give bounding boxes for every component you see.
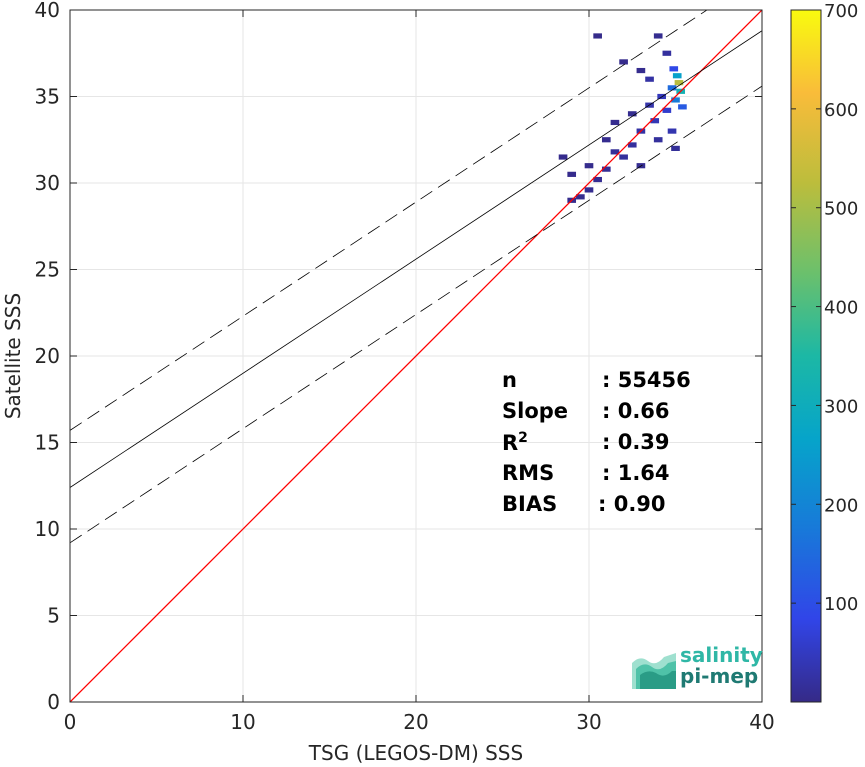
stat-value: : 0.66 (602, 399, 670, 423)
density-cell (653, 137, 663, 143)
y-tick-label: 25 (35, 258, 60, 282)
density-cell (619, 59, 628, 65)
density-cell (593, 176, 602, 183)
density-cell (662, 50, 672, 56)
y-tick-label: 0 (47, 690, 60, 714)
x-tick-label: 30 (576, 710, 601, 734)
stat-key-superscript: 2 (518, 430, 528, 446)
density-cell (619, 154, 628, 160)
y-axis-label: Satellite SSS (1, 293, 25, 419)
density-cell (671, 97, 680, 103)
density-cell (650, 118, 660, 124)
density-cell (657, 93, 666, 100)
colorbar-tick-label: 100 (824, 594, 858, 615)
density-cell (627, 142, 637, 148)
density-cell (672, 73, 682, 79)
density-cell (669, 66, 679, 72)
colorbar-tick-label: 600 (824, 100, 858, 121)
x-tick-label: 40 (749, 710, 774, 734)
y-tick-label: 30 (35, 171, 60, 195)
stat-key-base: R (502, 431, 519, 455)
axis-ticks: 0 10 20 30 40 0 5 10 15 20 25 30 35 40 (35, 0, 775, 734)
colorbar-tick-label: 300 (824, 396, 858, 417)
density-cell (610, 119, 620, 126)
salinity-pimep-logo: salinity pi-mep (630, 645, 763, 693)
colorbar-tick-label: 200 (824, 495, 858, 516)
stat-key: n (502, 368, 517, 392)
colorbar (790, 9, 822, 703)
stat-key: RMS (502, 461, 555, 485)
logo-waves-icon (632, 653, 676, 689)
logo-line-2: pi-mep (680, 664, 759, 688)
stat-value: : 0.90 (598, 492, 666, 516)
stat-value: : 0.39 (602, 430, 670, 454)
density-cell (662, 107, 672, 113)
stat-key: Slope (502, 399, 569, 423)
density-cell (674, 80, 684, 86)
logo-line-1: salinity (680, 643, 763, 667)
density-cell (567, 171, 577, 177)
density-cell (627, 111, 637, 117)
logo-text: salinity pi-mep (680, 645, 763, 687)
density-cell (558, 154, 568, 160)
regression-upper-line (70, 10, 708, 431)
stat-key: R2 (502, 430, 528, 455)
colorbar-tick-label: 400 (824, 298, 858, 319)
y-tick-label: 35 (35, 85, 60, 109)
density-cell (601, 137, 611, 143)
density-cell (593, 33, 602, 39)
colorbar-tick-label: 700 (824, 1, 858, 22)
density-cell (584, 163, 594, 169)
density-cell (667, 128, 677, 134)
density-cell (601, 166, 611, 172)
y-tick-label: 10 (35, 517, 60, 541)
density-cells (558, 33, 687, 203)
x-tick-label: 10 (230, 710, 255, 734)
colorbar-ticks: 100 200 300 400 500 600 700 (791, 1, 858, 615)
density-cell (678, 104, 687, 110)
stat-key: BIAS (502, 492, 558, 516)
density-cell (610, 149, 620, 155)
density-cell (645, 76, 654, 82)
x-tick-label: 0 (64, 710, 77, 734)
y-tick-label: 15 (35, 431, 60, 455)
density-cell (576, 194, 585, 200)
y-tick-label: 20 (35, 344, 60, 368)
density-cell (584, 187, 594, 193)
x-axis-label: TSG (LEGOS-DM) SSS (308, 741, 523, 765)
density-cell (671, 145, 680, 151)
regression-lower-line (70, 85, 762, 544)
density-cell (667, 85, 677, 91)
fit-lines (70, 10, 762, 702)
y-tick-label: 40 (35, 0, 60, 22)
stat-value: : 1.64 (602, 461, 670, 485)
density-cell (653, 33, 663, 39)
y-tick-label: 5 (47, 604, 60, 628)
density-cell (636, 67, 646, 74)
one-to-one-line (70, 10, 762, 702)
x-tick-label: 20 (403, 710, 428, 734)
regression-line (70, 30, 762, 488)
colorbar-tick-label: 500 (824, 199, 858, 220)
stat-value: : 55456 (602, 368, 691, 392)
